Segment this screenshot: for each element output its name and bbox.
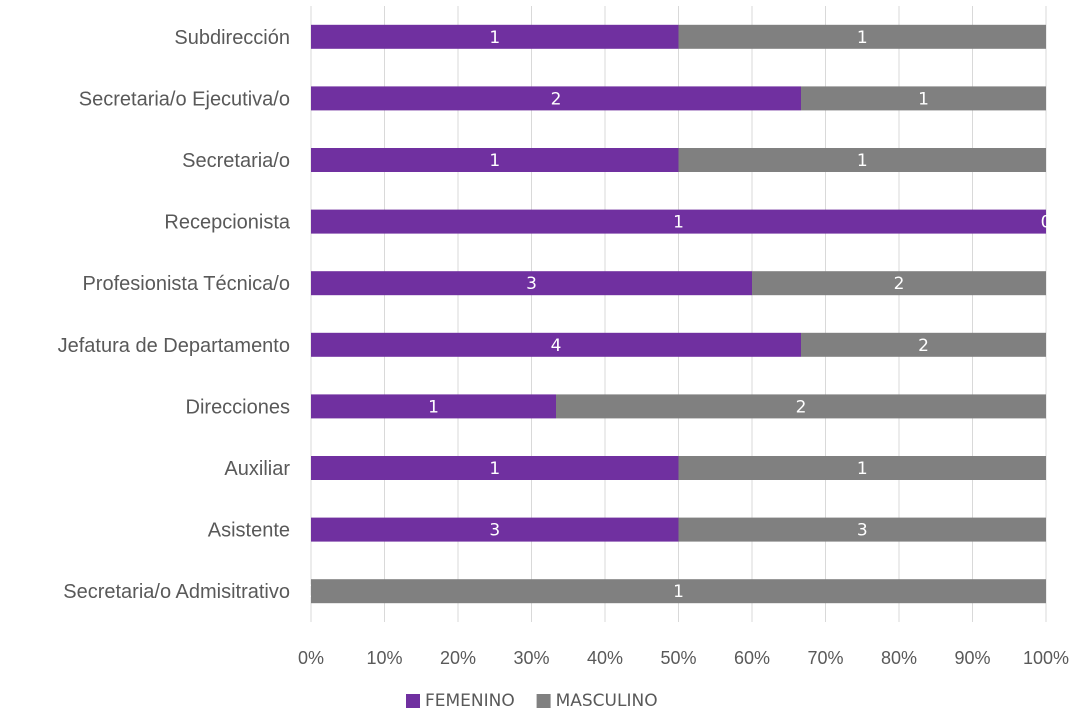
data-label-masculino: 2 xyxy=(894,274,905,294)
category-label: Secretaria/o Admisitrativo xyxy=(63,581,290,603)
data-label-femenino: 4 xyxy=(551,336,562,356)
data-label-masculino: 1 xyxy=(918,89,929,109)
data-label-masculino: 2 xyxy=(796,397,807,417)
data-label-masculino: 3 xyxy=(857,521,868,541)
x-tick-label: 30% xyxy=(513,648,549,668)
data-label-masculino: 0 xyxy=(1041,213,1052,233)
category-label: Direcciones xyxy=(186,396,290,418)
bar-femenino xyxy=(311,456,679,480)
legend-label-femenino: FEMENINO xyxy=(425,691,515,711)
bar-femenino xyxy=(311,86,801,111)
x-tick-label: 50% xyxy=(660,648,696,668)
x-tick-label: 100% xyxy=(1023,648,1069,668)
category-label: Secretaria/o xyxy=(182,150,290,172)
x-tick-label: 10% xyxy=(366,648,402,668)
bar-masculino xyxy=(556,394,1046,419)
category-label: Asistente xyxy=(208,520,290,542)
bar-femenino xyxy=(311,148,679,172)
bar-masculino xyxy=(801,86,1046,111)
category-label: Auxiliar xyxy=(224,458,290,480)
bar-masculino xyxy=(311,579,1046,604)
bar-masculino xyxy=(752,271,1046,296)
bar-femenino xyxy=(311,24,679,49)
bar-masculino xyxy=(678,517,1046,542)
x-tick-label: 90% xyxy=(954,648,990,668)
x-tick-label: 40% xyxy=(587,648,623,668)
data-label-femenino: 1 xyxy=(489,459,500,479)
bar-femenino xyxy=(311,332,801,357)
data-label-femenino: 1 xyxy=(673,213,684,233)
x-tick-label: 70% xyxy=(807,648,843,668)
category-label: Profesionista Técnica/o xyxy=(82,273,290,295)
bar-femenino xyxy=(311,517,679,542)
category-label: Secretaria/o Ejecutiva/o xyxy=(79,88,290,110)
data-label-masculino: 1 xyxy=(857,459,868,479)
bar-masculino xyxy=(678,456,1046,480)
legend: FEMENINO MASCULINO xyxy=(406,691,658,711)
data-label-femenino: 1 xyxy=(489,151,500,171)
category-label: Jefatura de Departamento xyxy=(58,335,290,357)
x-axis-ticks: 0% 10% 20% 30% 40% 50% 60% 70% 80% 90% 100% xyxy=(298,648,1069,668)
legend-swatch-masculino xyxy=(536,694,551,708)
data-label-masculino: 1 xyxy=(857,151,868,171)
bar-femenino xyxy=(311,394,556,419)
legend-swatch-femenino xyxy=(406,694,420,708)
data-label-masculino: 2 xyxy=(918,336,929,356)
category-label: Subdirección xyxy=(174,27,290,49)
bar-masculino xyxy=(801,332,1046,357)
x-tick-label: 60% xyxy=(734,648,770,668)
x-tick-label: 80% xyxy=(881,648,917,668)
x-tick-label: 0% xyxy=(298,648,324,668)
category-label: Recepcionista xyxy=(164,212,291,234)
bar-femenino xyxy=(311,209,1046,234)
data-label-femenino: 1 xyxy=(428,397,439,417)
data-label-femenino: 2 xyxy=(551,89,562,109)
data-label-masculino: 1 xyxy=(673,582,684,602)
legend-label-masculino: MASCULINO xyxy=(556,691,658,711)
bar-masculino xyxy=(678,24,1046,49)
bar-masculino xyxy=(678,148,1046,172)
bars: 11211110324212113301 xyxy=(306,24,1052,604)
bar-femenino xyxy=(311,271,752,296)
x-tick-label: 20% xyxy=(440,648,476,668)
data-label-femenino: 3 xyxy=(489,521,500,541)
data-label-masculino: 1 xyxy=(857,28,868,48)
data-label-femenino: 1 xyxy=(489,28,500,48)
data-label-femenino: 3 xyxy=(526,274,537,294)
category-labels: Subdirección Secretaria/o Ejecutiva/o Secr… xyxy=(58,27,291,603)
